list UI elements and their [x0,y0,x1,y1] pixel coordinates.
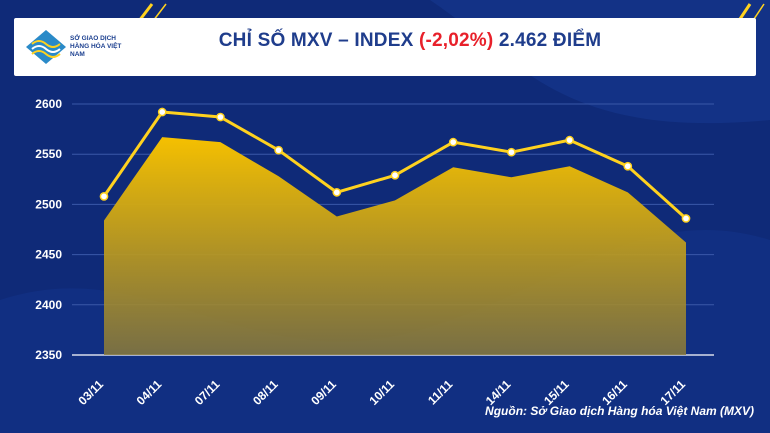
x-tick-label: 04/11 [134,377,165,408]
y-tick-label: 2450 [35,248,62,262]
logo: SỞ GIAO DỊCH HÀNG HÓA VIỆT NAM [26,24,142,70]
y-tick-label: 2550 [35,147,62,161]
y-tick-label: 2600 [35,97,62,111]
x-tick-label: 11/11 [425,377,455,407]
area-series [104,137,686,355]
title-prefix: CHỈ SỐ MXV – INDEX [218,30,419,51]
x-tick-label: 10/11 [366,377,397,408]
line-point [623,161,633,171]
y-tick-label: 2350 [35,348,62,362]
chart-title: CHỈ SỐ MXV – INDEX (-2,02%) 2.462 ĐIỂM [150,30,670,52]
line-point [99,192,109,201]
line-point [681,214,691,223]
logo-text: SỞ GIAO DỊCH HÀNG HÓA VIỆT NAM [70,35,122,58]
x-tick-label: 09/11 [308,377,339,408]
title-suffix: 2.462 ĐIỂM [493,30,602,51]
x-tick-label: 08/11 [250,377,281,408]
y-tick-label: 2500 [35,197,62,211]
logo-icon [26,30,66,64]
line-point [216,112,225,122]
source-note: Nguồn: Sở Giao dịch Hàng hóa Việt Nam (M… [485,404,754,418]
line-point [390,170,400,180]
line-point [565,135,574,145]
title-change: (-2,02%) [418,30,494,51]
line-point [274,145,283,155]
line-point [507,147,516,157]
x-tick-label: 03/11 [75,377,106,408]
x-tick-label: 07/11 [192,377,223,408]
header-band [14,18,756,76]
y-tick-label: 2400 [35,298,62,312]
line-point [332,188,342,197]
line-point [157,107,167,117]
line-point [448,137,458,147]
